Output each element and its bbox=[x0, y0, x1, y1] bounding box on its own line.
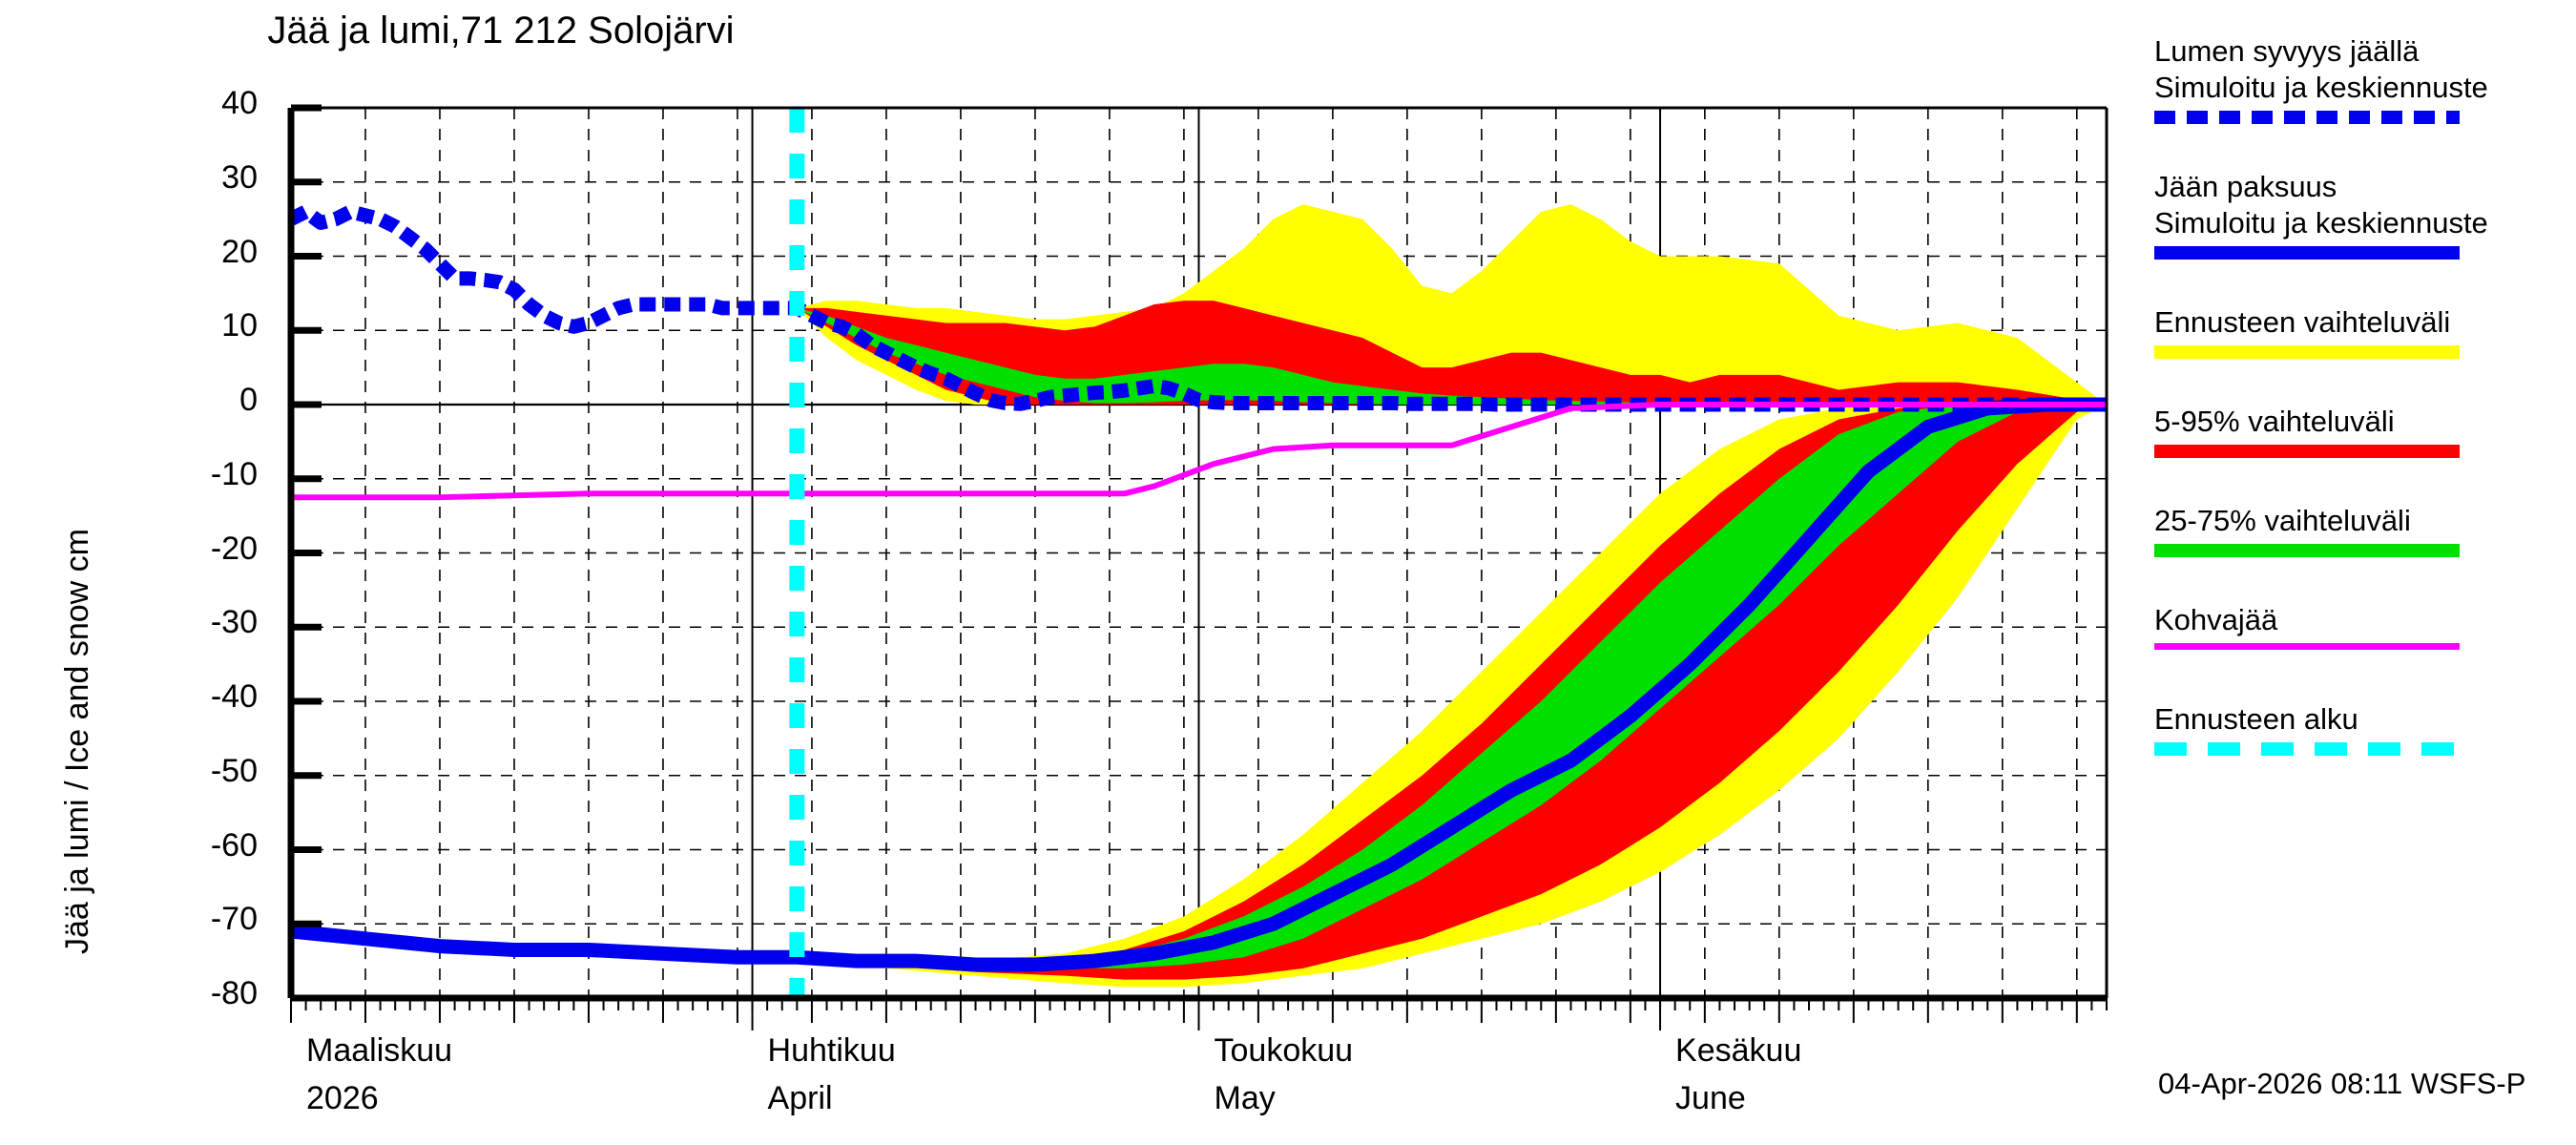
y-tick-label: -10 bbox=[210, 455, 258, 492]
legend-title: Ennusteen alku bbox=[2154, 702, 2358, 736]
axis-frame bbox=[287, 104, 2109, 1023]
x-month-label-fi: Huhtikuu bbox=[767, 1032, 896, 1069]
legend-swatch-band bbox=[2154, 345, 2460, 359]
ice-band-25-75 bbox=[797, 405, 2107, 968]
legend-title: 5-95% vaihteluväli bbox=[2154, 405, 2395, 438]
x-month-label-fi: Toukokuu bbox=[1214, 1032, 1354, 1069]
y-tick-label: 10 bbox=[221, 307, 258, 344]
legend-swatch-solid-thick bbox=[2154, 246, 2460, 260]
legend-title: 25-75% vaihteluväli bbox=[2154, 504, 2411, 537]
chart-title: Jää ja lumi,71 212 Solojärvi bbox=[267, 10, 735, 52]
x-month-label-en: 2026 bbox=[306, 1080, 379, 1116]
y-tick-label: 30 bbox=[221, 158, 258, 196]
legend-title: Kohvajää bbox=[2154, 603, 2278, 636]
x-month-label-fi: Maaliskuu bbox=[306, 1032, 453, 1069]
timestamp: 04-Apr-2026 08:11 WSFS-P bbox=[2158, 1067, 2526, 1100]
y-tick-label: -70 bbox=[210, 901, 258, 938]
x-month-label-en: April bbox=[767, 1080, 833, 1116]
legend-subtitle: Simuloitu ja keskiennuste bbox=[2154, 206, 2488, 239]
series-line-2 bbox=[291, 402, 2107, 501]
legend-title: Jään paksuus bbox=[2154, 170, 2337, 203]
x-month-label-en: June bbox=[1675, 1080, 1746, 1116]
y-tick-label: -60 bbox=[210, 826, 258, 864]
snow-band-25-75 bbox=[797, 307, 2107, 405]
legend-swatch-dashed bbox=[2154, 742, 2460, 756]
y-tick-label: 0 bbox=[239, 382, 258, 418]
legend-swatch-solid-thin bbox=[2154, 643, 2460, 650]
x-month-label-fi: Kesäkuu bbox=[1675, 1032, 1802, 1069]
series-line-1 bbox=[290, 397, 2107, 972]
series-line-0 bbox=[287, 204, 2107, 412]
y-tick-label: -50 bbox=[210, 752, 258, 789]
legend-swatch-band bbox=[2154, 544, 2460, 557]
x-month-label-en: May bbox=[1214, 1080, 1276, 1116]
legend-subtitle: Simuloitu ja keskiennuste bbox=[2154, 71, 2488, 104]
legend-title: Ennusteen vaihteluväli bbox=[2154, 305, 2451, 339]
y-tick-label: -30 bbox=[210, 604, 258, 641]
legend-swatch-dashed-thick bbox=[2154, 111, 2460, 124]
legend-swatch-band bbox=[2154, 445, 2460, 458]
y-tick-label: 20 bbox=[221, 233, 258, 270]
y-tick-label: 40 bbox=[221, 85, 258, 121]
legend-title: Lumen syvyys jäällä bbox=[2154, 34, 2420, 68]
y-tick-label: -80 bbox=[210, 975, 258, 1011]
y-tick-label: -40 bbox=[210, 678, 258, 715]
y-tick-label: -20 bbox=[210, 530, 258, 567]
